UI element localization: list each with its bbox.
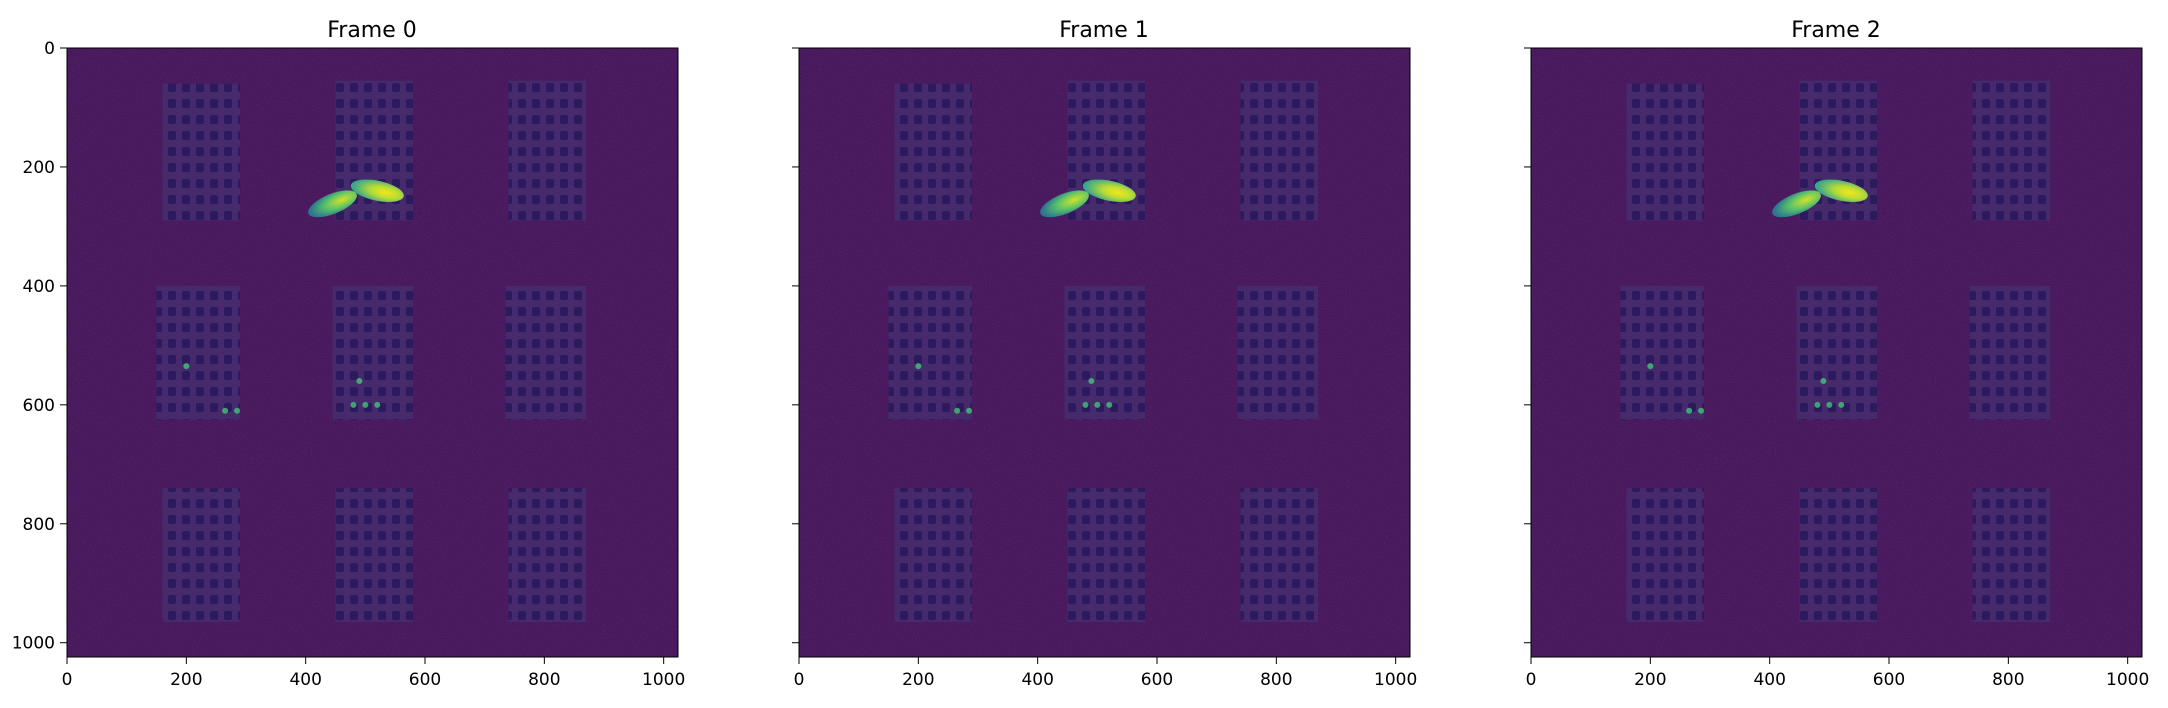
x-tick-label: 0 [794, 670, 805, 690]
frame-image [66, 47, 679, 658]
well-plate-3 [1972, 80, 2051, 221]
fly-1 [1814, 179, 1868, 203]
bright-well [183, 363, 190, 370]
x-tick-label: 600 [1141, 670, 1173, 690]
well-plate-9 [1972, 488, 2051, 622]
panel-frame-1: Frame 1 0 200 400 600 800 1000 [792, 18, 1417, 690]
panel-frame-2: Frame 2 0 200 400 600 800 1000 [1524, 18, 2149, 690]
bright-well [1820, 378, 1827, 385]
bright-well [954, 407, 961, 414]
well-plate-4 [156, 285, 241, 420]
bright-well [1838, 401, 1845, 408]
x-tick-label: 600 [409, 670, 441, 690]
well-plate-5 [332, 285, 414, 420]
x-tick-label: 400 [289, 670, 321, 690]
well-plate-5 [1064, 285, 1146, 420]
well-plate-4 [888, 285, 973, 420]
bright-well [1686, 407, 1693, 414]
x-tick-label: 200 [902, 670, 934, 690]
panel-frame-0: Frame 0 0 200 400 600 800 1000 0 200 400 600 800 1… [12, 18, 686, 690]
panel-title: Frame 0 [327, 18, 417, 43]
x-tick-label: 800 [528, 670, 560, 690]
bright-well [1814, 401, 1821, 408]
bright-well [1826, 401, 1833, 408]
y-tick-label: 600 [23, 396, 55, 416]
x-tick-label: 800 [1992, 670, 2024, 690]
bright-well [1094, 401, 1101, 408]
axes-frame [798, 47, 1411, 658]
y-axis [792, 47, 799, 644]
well-plate-9 [1240, 488, 1319, 622]
axes-frame [1530, 47, 2143, 658]
y-tick-label: 400 [23, 277, 55, 297]
frame-image [1530, 47, 2143, 658]
y-tick-label: 0 [44, 39, 55, 59]
bright-well [966, 407, 973, 414]
bright-well [1088, 378, 1095, 385]
x-tick-label: 1000 [1374, 670, 1417, 690]
y-tick-label: 1000 [12, 634, 55, 654]
well-plate-6 [1237, 285, 1319, 420]
x-tick-label: 0 [62, 670, 73, 690]
well-plate-9 [508, 488, 587, 622]
bright-well [1647, 363, 1654, 370]
well-plate-1 [1626, 83, 1705, 221]
x-tick-label: 200 [170, 670, 202, 690]
bright-well [350, 401, 357, 408]
well-plate-5 [1796, 285, 1878, 420]
bright-well [1698, 407, 1705, 414]
bright-well [1106, 401, 1113, 408]
x-tick-label: 1000 [2106, 670, 2149, 690]
axes-frame [66, 47, 679, 658]
bright-well [915, 363, 922, 370]
x-tick-label: 800 [1260, 670, 1292, 690]
well-plate-8 [1799, 488, 1878, 622]
y-tick-label: 200 [23, 158, 55, 178]
bright-well [362, 401, 369, 408]
frame-image [798, 47, 1411, 658]
fly-2 [1772, 190, 1821, 218]
well-plate-8 [1067, 488, 1146, 622]
y-axis [1524, 47, 1531, 644]
fly-1 [1082, 179, 1136, 203]
well-plate-3 [1240, 80, 1319, 221]
panel-title: Frame 2 [1791, 18, 1881, 43]
bright-well [374, 401, 381, 408]
x-axis: 0 200 400 600 800 1000 [794, 657, 1417, 690]
x-tick-label: 400 [1021, 670, 1053, 690]
y-tick-label: 800 [23, 515, 55, 535]
well-plate-1 [162, 83, 241, 221]
well-plate-7 [1626, 488, 1705, 622]
fly-1 [350, 179, 404, 203]
fly-2 [1040, 190, 1089, 218]
bright-well [356, 378, 363, 385]
fly-2 [308, 190, 357, 218]
x-tick-label: 0 [1526, 670, 1537, 690]
well-plate-7 [162, 488, 241, 622]
well-plate-6 [1969, 285, 2051, 420]
bright-well [1082, 401, 1089, 408]
x-axis: 0 200 400 600 800 1000 [62, 657, 685, 690]
well-plate-8 [335, 488, 414, 622]
well-plate-1 [894, 83, 973, 221]
panel-title: Frame 1 [1059, 18, 1149, 43]
well-plate-6 [505, 285, 587, 420]
x-tick-label: 200 [1634, 670, 1666, 690]
x-axis: 0 200 400 600 800 1000 [1526, 657, 2149, 690]
well-plate-4 [1620, 285, 1705, 420]
bright-well [234, 407, 241, 414]
x-tick-label: 600 [1873, 670, 1905, 690]
x-tick-label: 1000 [642, 670, 685, 690]
bright-well [222, 407, 229, 414]
y-axis: 0 200 400 600 800 1000 [12, 39, 67, 654]
x-tick-label: 400 [1753, 670, 1785, 690]
well-plate-3 [508, 80, 587, 221]
well-plate-7 [894, 488, 973, 622]
